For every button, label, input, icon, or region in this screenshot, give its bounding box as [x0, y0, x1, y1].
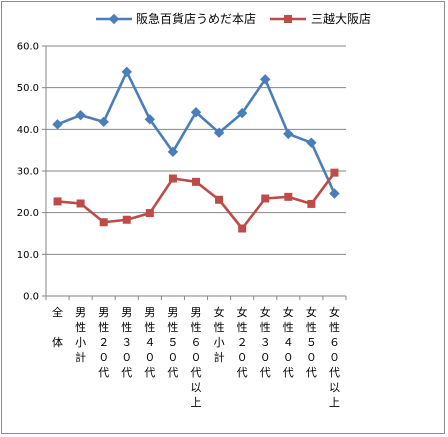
legend: 阪急百貨店うめだ本店 三越大阪店 — [96, 11, 371, 26]
data-point — [261, 194, 270, 203]
x-category-labels: 全 体 男性小計 男性２０代 男性３０代 男性４０代 男性５０代 男性６０代以上 女性小計 女性… — [52, 305, 340, 409]
data-point — [99, 218, 108, 227]
y-tick-label: 60.0 — [17, 42, 39, 53]
data-point — [306, 137, 317, 148]
y-tick-labels: 0.0 10.0 20.0 30.0 40.0 50.0 60.0 — [17, 42, 39, 303]
y-tick-label: 40.0 — [17, 125, 39, 136]
legend-item: 阪急百貨店うめだ本店 — [96, 11, 256, 26]
x-category-label: 女性３０代 — [260, 305, 271, 379]
y-tick-label: 20.0 — [17, 208, 39, 219]
legend-label: 三越大阪店 — [311, 12, 371, 26]
x-category-label: 女性２０代 — [237, 305, 248, 379]
x-category-label: 男性６０代以上 — [191, 306, 202, 409]
data-point — [213, 127, 225, 138]
data-point — [192, 177, 200, 186]
data-point — [238, 224, 247, 233]
data-point — [329, 188, 340, 199]
x-category-label: 女性６０代以上 — [329, 305, 340, 409]
y-tick-label: 30.0 — [17, 167, 39, 178]
data-point — [330, 168, 339, 177]
series-0 — [52, 66, 340, 199]
y-tick-label: 50.0 — [17, 83, 39, 94]
series-line — [57, 70, 336, 195]
data-point — [190, 107, 202, 118]
data-point — [168, 174, 177, 183]
data-point — [260, 74, 271, 85]
legend-label: 阪急百貨店うめだ本店 — [136, 11, 256, 26]
data-point — [144, 114, 156, 125]
y-tick-label: 0.0 — [23, 292, 39, 303]
x-category-label: 男性４０代 — [144, 306, 155, 379]
series — [52, 66, 340, 233]
legend-item: 三越大阪店 — [270, 12, 371, 26]
x-category-label: 女性５０代 — [306, 305, 317, 379]
data-point — [215, 195, 224, 204]
x-category-label: 女性４０代 — [283, 305, 294, 379]
axes — [42, 45, 347, 300]
data-point — [75, 109, 86, 121]
data-point — [236, 107, 248, 119]
legend-marker — [284, 15, 292, 23]
data-point — [167, 146, 179, 158]
data-point — [53, 197, 62, 206]
data-point — [307, 199, 316, 208]
data-point — [98, 116, 109, 128]
data-point — [76, 199, 85, 208]
data-point — [283, 128, 294, 140]
data-point — [122, 215, 131, 224]
gridlines — [46, 45, 346, 255]
series-1 — [53, 168, 339, 233]
data-point — [284, 192, 293, 201]
x-category-label: 女性小計 — [214, 305, 225, 364]
x-category-label: 全 体 — [52, 305, 63, 349]
data-point — [145, 209, 154, 218]
legend-marker — [108, 13, 120, 25]
y-tick-label: 10.0 — [17, 250, 39, 261]
x-category-label: 男性小計 — [75, 306, 86, 364]
x-category-label: 男性５０代 — [167, 306, 178, 379]
x-category-label: 男性２０代 — [98, 306, 109, 379]
x-category-label: 男性３０代 — [121, 306, 132, 379]
data-point — [52, 119, 63, 130]
data-point — [121, 66, 132, 78]
